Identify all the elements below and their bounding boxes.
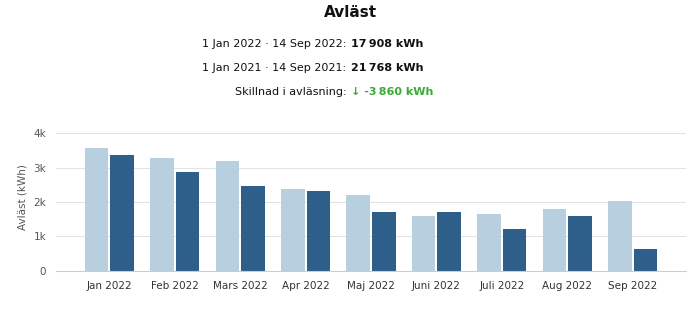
Bar — [372, 212, 396, 271]
Bar — [110, 155, 134, 271]
Bar — [608, 201, 632, 271]
Text: 1 Jan 2021 · 14 Sep 2021:: 1 Jan 2021 · 14 Sep 2021: — [202, 63, 350, 73]
Text: 21 768 kWh: 21 768 kWh — [351, 63, 424, 73]
Text: ↓ -3 860 kWh: ↓ -3 860 kWh — [351, 87, 434, 97]
Text: Avläst: Avläst — [323, 5, 377, 20]
Bar — [412, 216, 435, 271]
Bar — [568, 216, 592, 271]
Bar — [503, 229, 526, 271]
Bar — [542, 209, 566, 271]
Bar — [477, 214, 501, 271]
Bar — [346, 195, 370, 271]
Bar — [634, 249, 657, 271]
Bar — [438, 212, 461, 271]
Bar — [176, 172, 199, 271]
Bar — [281, 189, 304, 271]
Bar — [241, 186, 265, 271]
Bar — [307, 191, 330, 271]
Text: Skillnad i avläsning:: Skillnad i avläsning: — [235, 87, 350, 97]
Text: 1 Jan 2022 · 14 Sep 2022:: 1 Jan 2022 · 14 Sep 2022: — [202, 39, 350, 49]
Bar — [150, 158, 174, 271]
Bar — [216, 161, 239, 271]
Text: 17 908 kWh: 17 908 kWh — [351, 39, 423, 49]
Y-axis label: Avläst (kWh): Avläst (kWh) — [18, 164, 28, 230]
Bar — [85, 148, 108, 271]
